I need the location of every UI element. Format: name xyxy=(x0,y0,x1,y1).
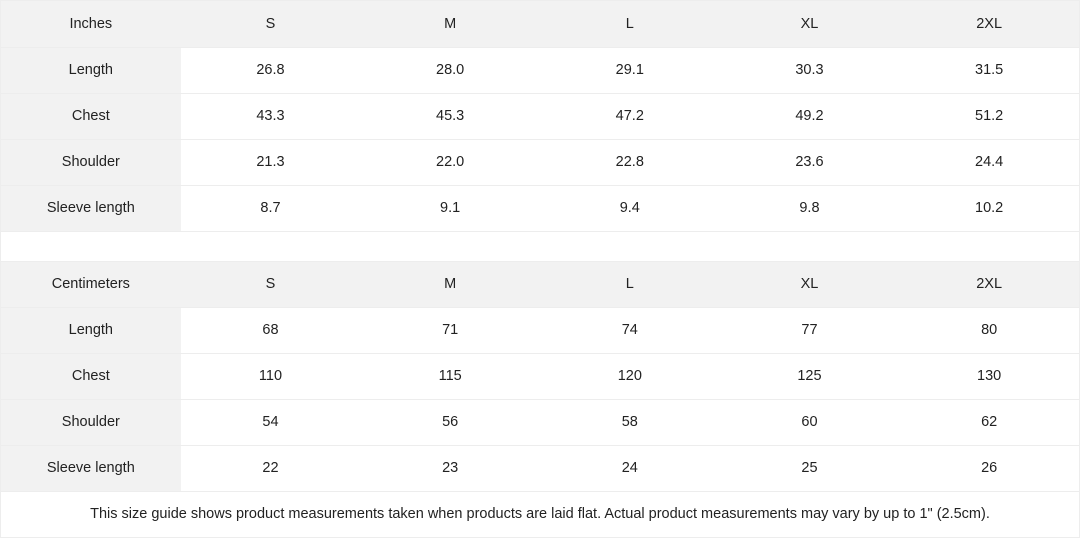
cell: 31.5 xyxy=(899,47,1079,93)
table-header-row: Inches S M L XL 2XL xyxy=(1,1,1079,47)
size-header: L xyxy=(540,261,720,307)
table-row: Chest 110 115 120 125 130 xyxy=(1,353,1079,399)
table-spacer xyxy=(1,231,1079,261)
cell: 80 xyxy=(899,307,1079,353)
cell: 130 xyxy=(899,353,1079,399)
measure-label: Shoulder xyxy=(1,399,181,445)
cell: 68 xyxy=(181,307,361,353)
cell: 24.4 xyxy=(899,139,1079,185)
cell: 49.2 xyxy=(720,93,900,139)
table-row: Length 26.8 28.0 29.1 30.3 31.5 xyxy=(1,47,1079,93)
cell: 23 xyxy=(360,445,540,491)
cell: 9.8 xyxy=(720,185,900,231)
size-header: S xyxy=(181,1,361,47)
cell: 29.1 xyxy=(540,47,720,93)
cell: 47.2 xyxy=(540,93,720,139)
cell: 71 xyxy=(360,307,540,353)
cell: 25 xyxy=(720,445,900,491)
size-table: Inches S M L XL 2XL Length 26.8 28.0 29.… xyxy=(1,1,1079,538)
cell: 9.1 xyxy=(360,185,540,231)
measure-label: Shoulder xyxy=(1,139,181,185)
cell: 30.3 xyxy=(720,47,900,93)
size-header: S xyxy=(181,261,361,307)
cell: 23.6 xyxy=(720,139,900,185)
measure-label: Length xyxy=(1,47,181,93)
cell: 110 xyxy=(181,353,361,399)
cell: 115 xyxy=(360,353,540,399)
size-header: 2XL xyxy=(899,261,1079,307)
table-row: Sleeve length 22 23 24 25 26 xyxy=(1,445,1079,491)
cell: 22 xyxy=(181,445,361,491)
unit-header: Inches xyxy=(1,1,181,47)
cell: 56 xyxy=(360,399,540,445)
table-row: Shoulder 21.3 22.0 22.8 23.6 24.4 xyxy=(1,139,1079,185)
note-row: This size guide shows product measuremen… xyxy=(1,491,1079,537)
measure-label: Chest xyxy=(1,93,181,139)
size-header: XL xyxy=(720,261,900,307)
cell: 26 xyxy=(899,445,1079,491)
cell: 21.3 xyxy=(181,139,361,185)
cell: 74 xyxy=(540,307,720,353)
cell: 24 xyxy=(540,445,720,491)
table-row: Chest 43.3 45.3 47.2 49.2 51.2 xyxy=(1,93,1079,139)
table-header-row: Centimeters S M L XL 2XL xyxy=(1,261,1079,307)
cell: 54 xyxy=(181,399,361,445)
size-guide-note: This size guide shows product measuremen… xyxy=(1,491,1079,537)
measure-label: Sleeve length xyxy=(1,445,181,491)
cell: 22.0 xyxy=(360,139,540,185)
table-row: Shoulder 54 56 58 60 62 xyxy=(1,399,1079,445)
table-row: Length 68 71 74 77 80 xyxy=(1,307,1079,353)
cell: 22.8 xyxy=(540,139,720,185)
measure-label: Chest xyxy=(1,353,181,399)
measure-label: Length xyxy=(1,307,181,353)
size-header: M xyxy=(360,1,540,47)
cell: 120 xyxy=(540,353,720,399)
cell: 43.3 xyxy=(181,93,361,139)
cell: 77 xyxy=(720,307,900,353)
size-header: XL xyxy=(720,1,900,47)
cell: 51.2 xyxy=(899,93,1079,139)
unit-header: Centimeters xyxy=(1,261,181,307)
cell: 62 xyxy=(899,399,1079,445)
cell: 60 xyxy=(720,399,900,445)
size-guide: Inches S M L XL 2XL Length 26.8 28.0 29.… xyxy=(0,0,1080,538)
size-header: L xyxy=(540,1,720,47)
cell: 28.0 xyxy=(360,47,540,93)
size-header: M xyxy=(360,261,540,307)
measure-label: Sleeve length xyxy=(1,185,181,231)
size-header: 2XL xyxy=(899,1,1079,47)
cell: 26.8 xyxy=(181,47,361,93)
cell: 8.7 xyxy=(181,185,361,231)
cell: 9.4 xyxy=(540,185,720,231)
cell: 10.2 xyxy=(899,185,1079,231)
cell: 45.3 xyxy=(360,93,540,139)
cell: 58 xyxy=(540,399,720,445)
cell: 125 xyxy=(720,353,900,399)
table-row: Sleeve length 8.7 9.1 9.4 9.8 10.2 xyxy=(1,185,1079,231)
